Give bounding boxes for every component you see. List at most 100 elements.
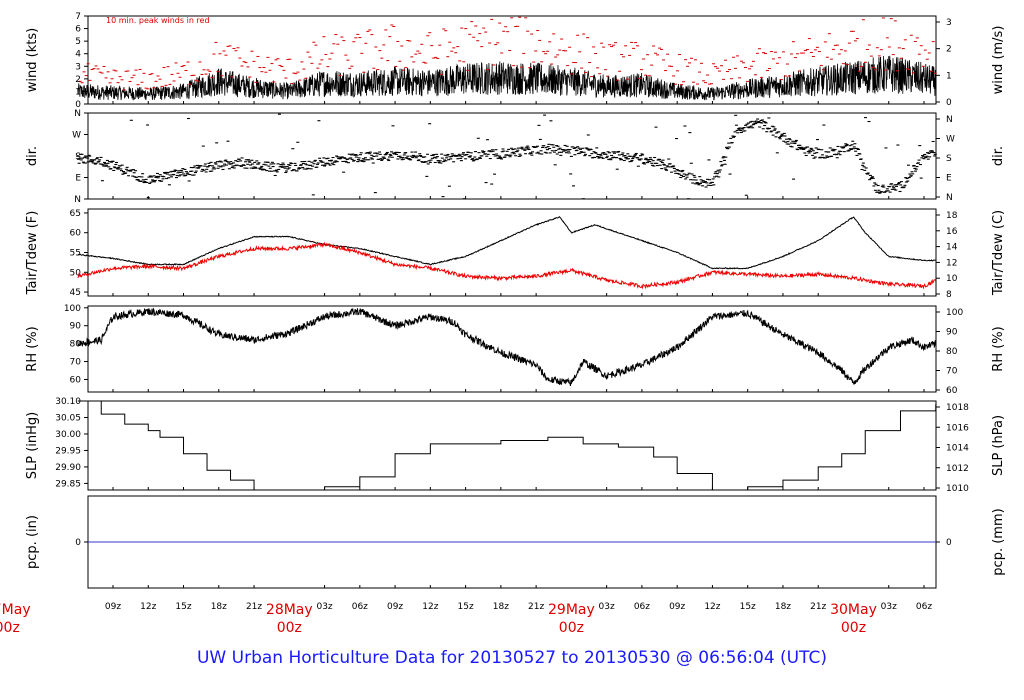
y2-tick-label: 3 (946, 18, 952, 28)
y2-tick-label: 1 (946, 71, 952, 81)
x-tick-label: 18z (211, 602, 227, 612)
y2-tick-label: N (946, 115, 953, 125)
y2-tick-label: 80 (946, 347, 958, 357)
y2-tick-label: 1012 (946, 464, 969, 474)
y2-axis-label: Tair/Tdew (C) (991, 210, 1006, 296)
y-tick-label: N (74, 109, 81, 119)
y-tick-label: 4 (75, 50, 81, 60)
y-axis-label: SLP (inHg) (25, 412, 40, 480)
x-tick-label: 15z (458, 602, 474, 612)
y-tick-label: E (75, 174, 81, 184)
x-tick-label: 18z (775, 602, 791, 612)
x-tick-label: 09z (669, 602, 685, 612)
y2-tick-label: 8 (946, 290, 952, 300)
y2-tick-label: 10 (946, 274, 958, 284)
slp-series-line (77, 400, 937, 491)
y-tick-label: 7 (75, 12, 81, 22)
y2-axis-label: SLP (hPa) (991, 415, 1006, 476)
y2-tick-label: 100 (946, 308, 963, 318)
x-tick-label: 06z (916, 602, 932, 612)
panel-frame (87, 15, 937, 105)
y-tick-label: 2 (75, 75, 81, 85)
y-tick-label: 29.90 (55, 463, 81, 473)
panel-pcp (84, 495, 940, 589)
x-tick-label: 03z (316, 602, 332, 612)
day-hour-label: 00z (559, 620, 584, 636)
y2-tick-label: 12 (946, 258, 957, 268)
y-tick-label: 0 (75, 538, 81, 548)
y-tick-label: 45 (70, 288, 81, 298)
x-tick-label: 12z (422, 602, 438, 612)
panel-frame (87, 208, 937, 297)
day-label: 29May (548, 602, 595, 618)
x-tick-label: 06z (634, 602, 650, 612)
y-tick-label: 65 (70, 209, 81, 219)
wind-series-line (77, 55, 936, 101)
page-title: UW Urban Horticulture Data for 20130527 … (196, 648, 828, 668)
day-label: 28May (266, 602, 313, 618)
y-tick-label: 60 (70, 375, 82, 385)
rh-series-line (77, 307, 936, 387)
y-tick-label: 30.00 (55, 430, 81, 440)
x-tick-label: 06z (352, 602, 368, 612)
y2-tick-label: 16 (946, 227, 958, 237)
y-tick-label: 100 (64, 304, 81, 314)
y2-tick-label: N (946, 193, 953, 203)
y-axis-label: pcp. (in) (25, 515, 40, 569)
x-tick-label: 21z (528, 602, 544, 612)
y-tick-label: 70 (70, 358, 82, 368)
y2-tick-label: W (946, 135, 955, 145)
y-tick-label: 0 (75, 100, 81, 110)
y2-tick-label: 1018 (946, 403, 969, 413)
panel-dir (76, 112, 940, 200)
panel-slp (77, 400, 940, 491)
x-tick-label: 09z (105, 602, 121, 612)
panel-frame (87, 305, 937, 393)
y-tick-label: 6 (75, 25, 81, 35)
y2-tick-label: S (946, 154, 952, 164)
tair-series-line (77, 216, 937, 270)
panel-wind (77, 15, 940, 105)
day-label: 30May (830, 602, 877, 618)
y2-tick-label: 0 (946, 98, 952, 108)
x-tick-label: 21z (246, 602, 262, 612)
x-tick-label: 15z (740, 602, 756, 612)
day-hour-label: 00z (0, 620, 20, 636)
panel-frame (87, 400, 937, 491)
day-hour-label: 00z (277, 620, 302, 636)
y-tick-label: S (75, 152, 81, 162)
y2-axis-label: dir. (991, 146, 1006, 166)
y2-tick-label: 90 (946, 328, 958, 338)
wind-annotation: 10 min. peak winds in red (106, 16, 210, 25)
y-tick-label: 50 (70, 268, 82, 278)
y-tick-label: 3 (75, 62, 81, 72)
y-tick-label: 30.05 (55, 413, 81, 423)
panel-temp (77, 208, 940, 297)
y-tick-label: 5 (75, 37, 81, 47)
x-tick-label: 03z (881, 602, 897, 612)
x-tick-label: 03z (599, 602, 615, 612)
y-tick-label: 30.10 (55, 397, 81, 407)
y-axis-label: dir. (25, 146, 40, 166)
y2-tick-label: 18 (946, 211, 958, 221)
y2-tick-label: 0 (946, 538, 952, 548)
x-tick-label: 18z (493, 602, 509, 612)
y-tick-label: N (74, 195, 81, 205)
day-label: 27May (0, 602, 31, 618)
y2-tick-label: 60 (946, 386, 958, 396)
y2-tick-label: 14 (946, 243, 958, 253)
y-tick-label: 60 (70, 229, 82, 239)
y-tick-label: 80 (70, 340, 82, 350)
panel-rh (77, 305, 940, 393)
day-hour-label: 00z (841, 620, 866, 636)
x-tick-label: 15z (175, 602, 191, 612)
y2-tick-label: 1010 (946, 484, 969, 494)
y-tick-label: 1 (75, 87, 81, 97)
y2-tick-label: E (946, 174, 952, 184)
y-axis-label: Tair/Tdew (F) (25, 211, 40, 296)
y2-tick-label: 2 (946, 45, 952, 55)
y-tick-label: 29.85 (55, 479, 81, 489)
x-tick-label: 12z (704, 602, 720, 612)
y-tick-label: 90 (70, 322, 82, 332)
